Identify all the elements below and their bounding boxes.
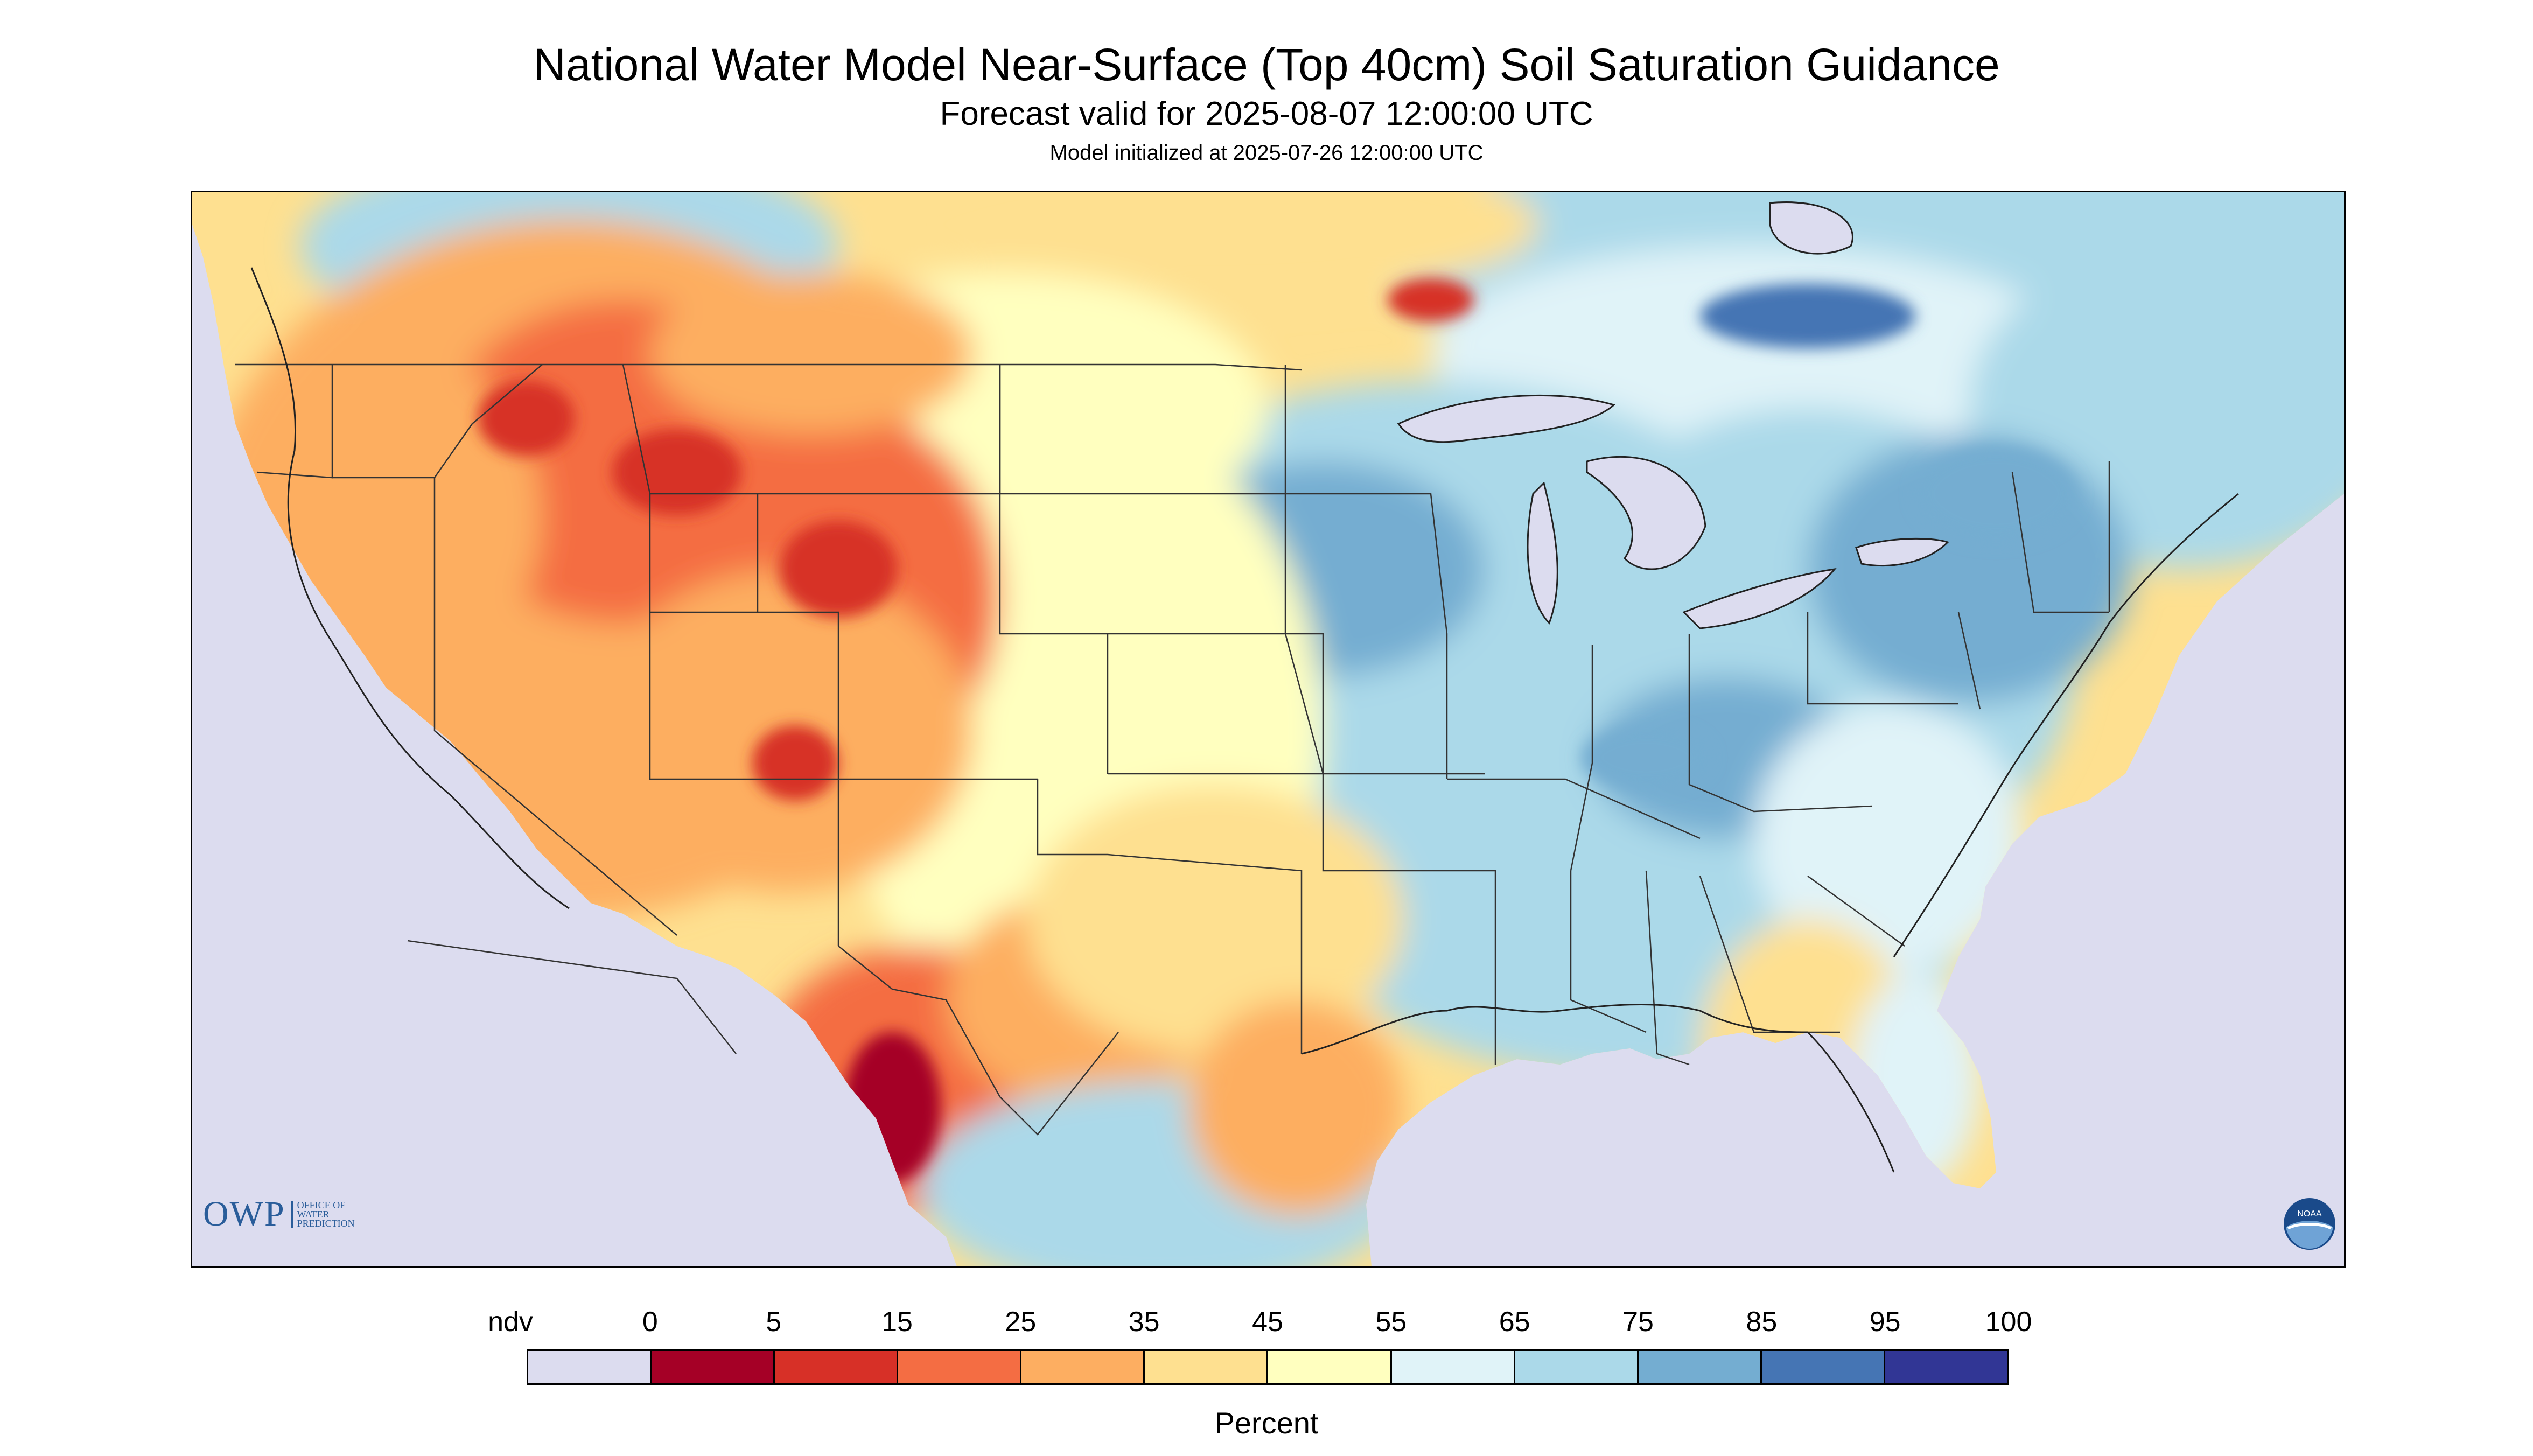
map-subtitle: Forecast valid for 2025-08-07 12:00:00 U… (940, 95, 1593, 132)
colorbar-swatch (1885, 1351, 2007, 1383)
west-coastline (250, 267, 570, 909)
colorbar-tick-label: 5 (766, 1306, 782, 1338)
colorbar-tick-label: 65 (1499, 1306, 1530, 1338)
noaa-logo-icon: NOAA (2284, 1198, 2335, 1250)
colorbar-swatch (1145, 1351, 1269, 1383)
owp-logo-line3: PREDICTION (297, 1217, 355, 1229)
colorbar-swatch (1515, 1351, 1639, 1383)
colorbar-tick-label: 85 (1746, 1306, 1778, 1338)
colorbar-tick-label: ndv (488, 1306, 533, 1338)
colorbar-tick-label: 25 (1005, 1306, 1037, 1338)
colorbar-swatch (898, 1351, 1022, 1383)
owp-logo-mark: OWP (203, 1194, 285, 1234)
colorbar-swatch (1391, 1351, 1515, 1383)
gulf-coastline (1301, 1003, 1808, 1055)
colorbar-tick-label: 100 (1985, 1306, 2032, 1338)
colorbar-swatch (652, 1351, 775, 1383)
colorbar-tick-label: 45 (1252, 1306, 1283, 1338)
colorbar-swatch (528, 1351, 652, 1383)
owp-logo-text: OFFICE OF WATER PREDICTION (290, 1199, 355, 1229)
noaa-logo-text: NOAA (2297, 1209, 2322, 1219)
colorbar-tick-label: 0 (642, 1306, 658, 1338)
map-title: National Water Model Near-Surface (Top 4… (533, 39, 2000, 90)
colorbar-tick-label: 15 (881, 1306, 913, 1338)
colorbar-swatch (1021, 1351, 1145, 1383)
soil-saturation-map: OWP OFFICE OF WATER PREDICTION NOAA (191, 191, 2346, 1268)
legend-label: Percent (1214, 1406, 1319, 1440)
colorbar-swatch (775, 1351, 899, 1383)
colorbar (527, 1349, 2009, 1385)
east-coastline (1893, 493, 2239, 957)
colorbar-swatch (1638, 1351, 1762, 1383)
colorbar-tick-label: 95 (1869, 1306, 1901, 1338)
map-canvas (192, 192, 2344, 1266)
colorbar-tick-label: 55 (1375, 1306, 1407, 1338)
colorbar-swatch (1268, 1351, 1392, 1383)
owp-logo-line2: WATER (297, 1208, 330, 1220)
model-init-text: Model initialized at 2025-07-26 12:00:00… (1049, 141, 1484, 165)
florida-coastline (1807, 1031, 1895, 1173)
owp-logo: OWP OFFICE OF WATER PREDICTION (203, 1194, 355, 1235)
state-borders (235, 363, 2110, 1136)
great-lakes (1397, 201, 1949, 629)
colorbar-tick-label: 35 (1128, 1306, 1160, 1338)
colorbar-swatch (1761, 1351, 1885, 1383)
owp-logo-line1: OFFICE OF (297, 1199, 346, 1210)
colorbar-tick-label: 75 (1622, 1306, 1654, 1338)
